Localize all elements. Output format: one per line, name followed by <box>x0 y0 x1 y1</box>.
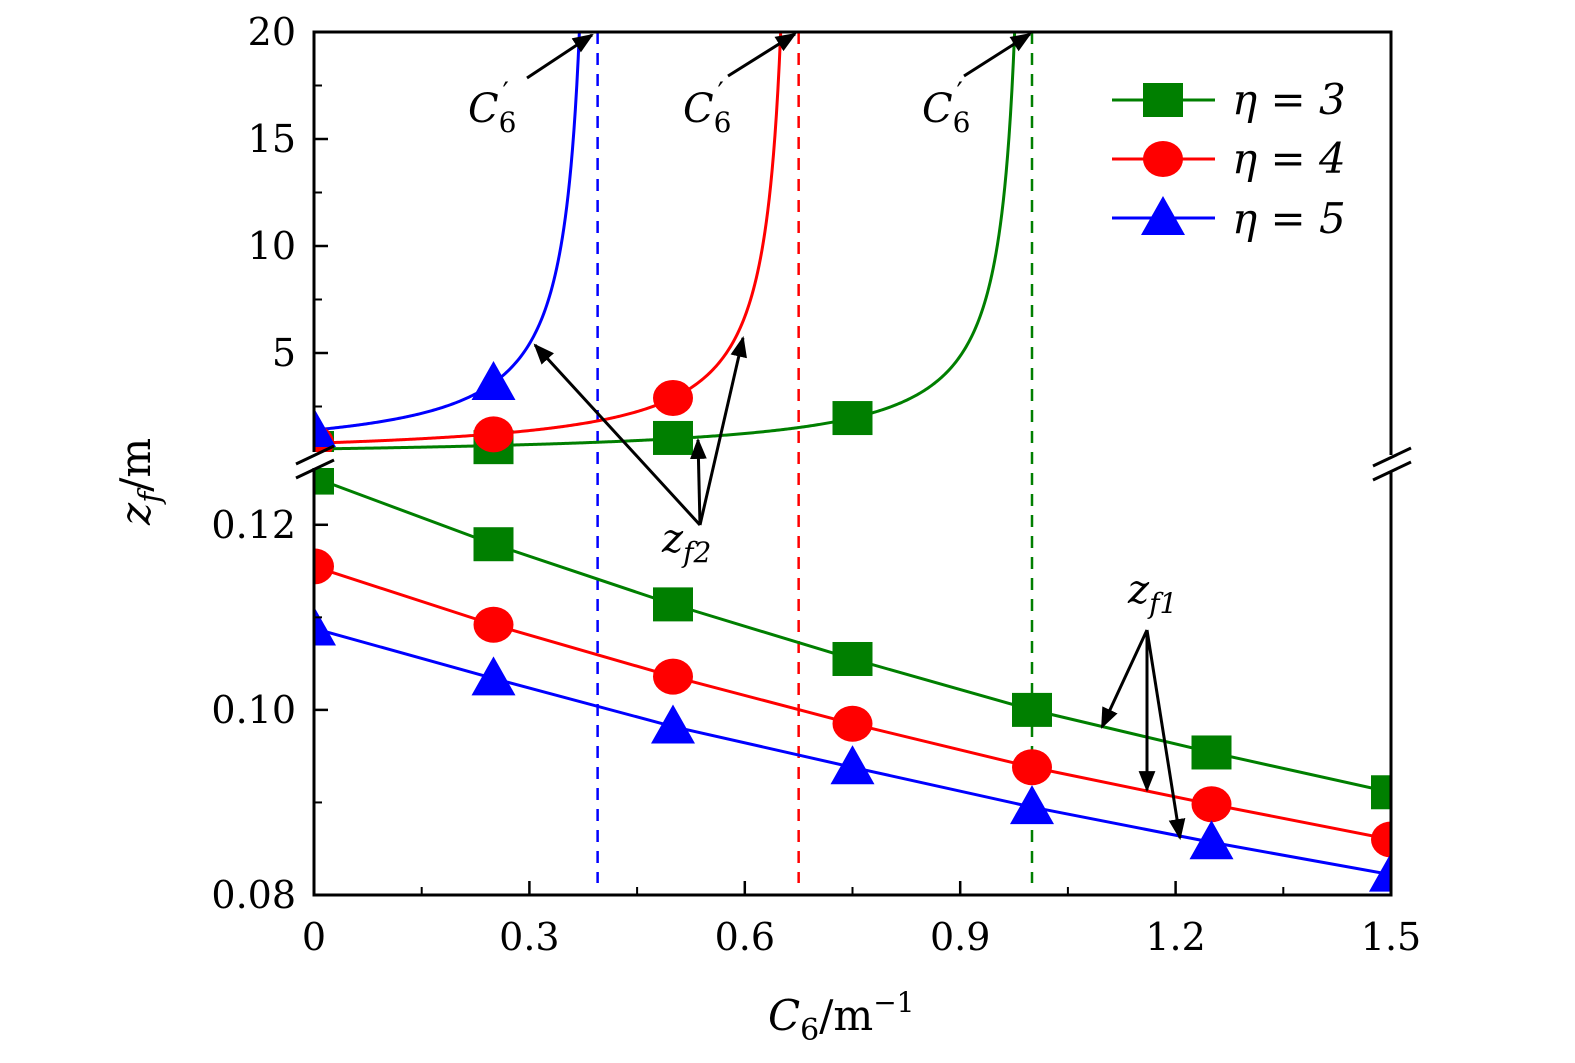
zf1-marker-eta5 <box>471 656 516 696</box>
zf2-curve-eta4 <box>314 32 783 445</box>
zf1-marker-eta5 <box>651 704 695 744</box>
x-tick-label: 0.6 <box>715 915 775 959</box>
zf2-marker-eta3 <box>653 420 693 455</box>
c6prime-arrow <box>526 33 594 80</box>
zf1-marker-eta3 <box>314 460 334 495</box>
y-tick-label: 5 <box>272 331 296 375</box>
zf1-marker-eta4 <box>1371 821 1391 858</box>
zf2-marker-eta4 <box>473 416 514 453</box>
c6prime-label-eta5: C6′ <box>468 76 516 139</box>
zf1-marker-eta4 <box>314 548 334 585</box>
zf2-arrow <box>690 437 707 526</box>
c6prime-arrow <box>963 32 1032 78</box>
zf2-marker-eta4 <box>653 379 693 416</box>
zf1-marker-eta3 <box>1012 692 1052 727</box>
series-markers <box>314 360 1391 892</box>
zf1-marker-eta3 <box>832 641 873 676</box>
zf1-marker-eta5 <box>314 606 336 646</box>
zf1-marker-eta3 <box>1191 735 1232 770</box>
zf2-label: zf2 <box>661 516 711 569</box>
y-tick-label: 0.12 <box>211 503 296 547</box>
zf1-marker-eta3 <box>473 527 514 562</box>
axis-break-marks <box>290 444 1412 482</box>
y-tick-label: 10 <box>248 224 296 268</box>
zf1-marker-eta5 <box>1369 852 1391 892</box>
zf1-marker-eta4 <box>1191 786 1232 823</box>
legend-marker-eta4 <box>1143 141 1183 177</box>
zf1-label: zf1 <box>1127 567 1177 620</box>
axis-ticks: 0 0.3 0.6 0.9 1.2 1.5 0.08 0.10 0.12 5 10 15 20 <box>211 10 1421 959</box>
reference-lines <box>596 32 1034 883</box>
legend-marker-eta5 <box>1141 196 1185 235</box>
x-tick-label: 0 <box>302 915 326 959</box>
legend-label-eta3: η = 3 <box>1232 75 1346 124</box>
annotations <box>526 32 1186 841</box>
zf1-marker-eta4 <box>1012 749 1052 786</box>
legend-marker-eta3 <box>1143 83 1183 117</box>
zf1-arrow <box>1145 629 1186 841</box>
x-axis-label: C6/m−1 <box>768 986 915 1048</box>
zf1-arrow <box>1100 629 1149 729</box>
zf1-marker-eta3 <box>1371 775 1391 810</box>
zf1-marker-eta5 <box>830 745 875 785</box>
x-tick-label: 1.2 <box>1145 915 1205 959</box>
zf1-marker-eta4 <box>473 606 514 643</box>
zf2-curve-eta5 <box>314 32 581 432</box>
zf2-marker-eta5 <box>314 408 336 448</box>
legend-label-eta4: η = 4 <box>1232 134 1346 183</box>
y-tick-label: 20 <box>248 10 296 54</box>
zf1-marker-eta5 <box>1189 820 1234 860</box>
legend: η = 3 η = 4 η = 5 <box>1112 75 1346 243</box>
c6prime-arrow <box>727 32 797 78</box>
zf2-marker-eta3 <box>832 401 873 436</box>
x-tick-label: 1.5 <box>1361 915 1421 959</box>
x-tick-label: 0.3 <box>499 915 559 959</box>
zf1-marker-eta4 <box>832 705 873 742</box>
zf2-arrow <box>533 343 702 527</box>
zf1-marker-eta5 <box>1010 785 1054 825</box>
legend-label-eta5: η = 5 <box>1232 194 1346 243</box>
y-tick-label: 0.08 <box>211 873 296 917</box>
zf1-marker-eta4 <box>653 658 693 695</box>
y-tick-label: 0.10 <box>211 688 296 732</box>
zf2-marker-eta5 <box>471 360 516 400</box>
zf1-marker-eta3 <box>653 587 693 622</box>
zf2-arrow <box>698 335 747 526</box>
y-axis-label: zf/m <box>111 438 168 526</box>
y-tick-label: 15 <box>248 117 296 161</box>
c6prime-label-eta3: C6′ <box>922 76 970 139</box>
x-tick-label: 0.9 <box>930 915 990 959</box>
c6prime-label-eta4: C6′ <box>683 76 731 139</box>
